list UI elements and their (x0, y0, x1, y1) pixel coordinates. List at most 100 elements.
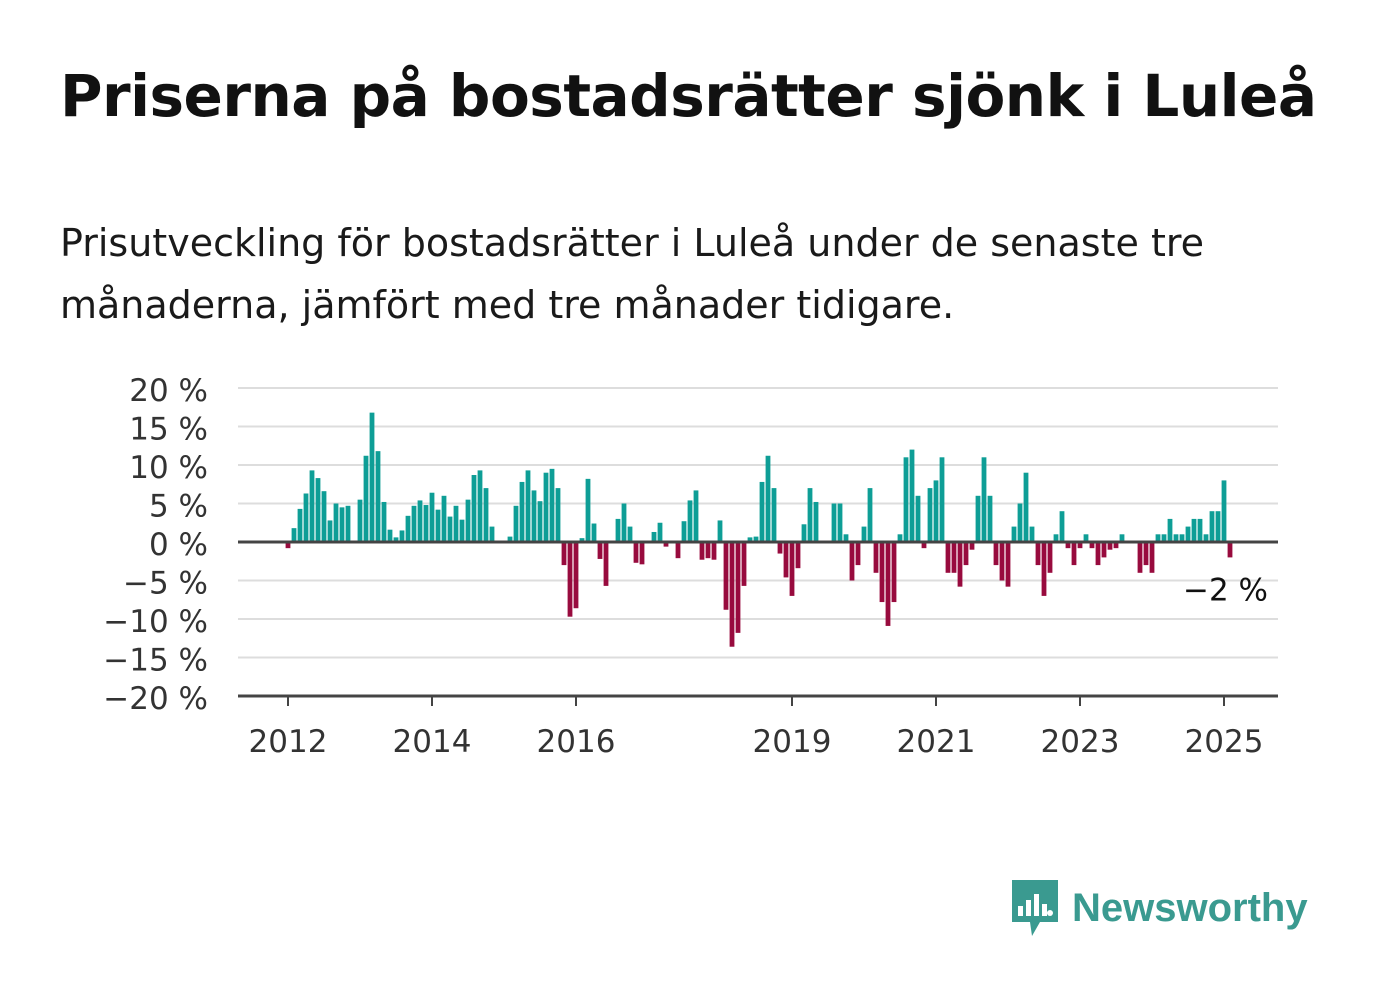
data-bar (831, 503, 837, 542)
data-bar (957, 542, 963, 587)
data-bar (1191, 518, 1197, 542)
data-bar (1083, 534, 1089, 542)
data-bar (525, 470, 531, 542)
data-bar (603, 542, 609, 586)
data-bar (573, 542, 579, 609)
data-bar (783, 542, 789, 578)
data-bar (585, 478, 591, 542)
data-bar (951, 542, 957, 573)
data-bar (369, 412, 375, 542)
x-tick-label: 2019 (753, 724, 832, 760)
data-bar (1035, 542, 1041, 566)
data-bar (1221, 480, 1227, 542)
data-bar (711, 542, 717, 560)
data-bar (507, 536, 513, 542)
data-bar (939, 457, 945, 542)
data-bar (897, 534, 903, 542)
data-bar (675, 542, 681, 559)
y-tick-label: 10 % (129, 450, 208, 486)
data-bar (441, 495, 447, 542)
data-bar (801, 524, 807, 542)
data-bar (1185, 526, 1191, 542)
data-bar (453, 505, 459, 542)
data-bar (1071, 542, 1077, 566)
data-bar (597, 542, 603, 559)
data-bar (687, 500, 693, 542)
data-bar (345, 505, 351, 542)
x-tick-label: 2012 (249, 724, 328, 760)
data-bar (531, 490, 537, 542)
data-bar (1065, 542, 1071, 549)
data-bar (1101, 542, 1107, 558)
data-bar (717, 520, 723, 542)
data-bar (333, 503, 339, 542)
data-bar (915, 495, 921, 542)
data-bar (1149, 542, 1155, 573)
data-bar (1059, 511, 1065, 542)
data-bar (1155, 534, 1161, 542)
data-bar (411, 505, 417, 542)
data-bar (285, 542, 291, 549)
brand[interactable]: Newsworthy (1010, 878, 1308, 938)
data-bar (1029, 526, 1035, 542)
data-bar (1227, 542, 1233, 558)
last-value-label: −2 % (1183, 572, 1268, 608)
data-bar (1113, 542, 1119, 549)
data-bar (1209, 511, 1215, 542)
data-bar (729, 542, 735, 647)
data-bar (363, 455, 369, 542)
data-bar (1017, 503, 1023, 542)
data-bar (465, 499, 471, 542)
data-bar (861, 526, 867, 542)
data-bar (471, 475, 477, 542)
data-bar (579, 538, 585, 542)
x-tick-label: 2025 (1185, 724, 1264, 760)
data-bar (1137, 542, 1143, 573)
data-bar (903, 457, 909, 542)
data-bar (651, 531, 657, 542)
data-bar (843, 534, 849, 542)
data-bar (513, 505, 519, 542)
data-bar (339, 507, 345, 542)
data-bar (387, 529, 393, 542)
data-bar (681, 521, 687, 542)
data-bar (1173, 534, 1179, 542)
brand-name: Newsworthy (1072, 885, 1308, 930)
data-bar (1023, 472, 1029, 542)
data-bar (543, 472, 549, 542)
data-bar (663, 542, 669, 547)
data-bar (723, 542, 729, 610)
data-bar (705, 542, 711, 559)
data-bar (753, 536, 759, 542)
data-bar (591, 523, 597, 542)
data-bar (813, 501, 819, 542)
data-bar (927, 488, 933, 542)
data-bar (375, 451, 381, 542)
data-bar (393, 537, 399, 542)
data-bar (855, 542, 861, 566)
data-bar (987, 495, 993, 542)
y-tick-label: 0 % (149, 527, 208, 563)
data-bar (447, 516, 453, 542)
data-bar (1143, 542, 1149, 566)
y-tick-label: −10 % (103, 604, 208, 640)
data-bar (795, 542, 801, 569)
data-bar (1089, 542, 1095, 549)
data-bar (975, 495, 981, 542)
data-bar (1107, 542, 1113, 550)
data-bar (867, 488, 873, 542)
data-bar (1161, 534, 1167, 542)
data-bar (885, 542, 891, 626)
data-bar (735, 542, 741, 633)
data-bar (423, 505, 429, 542)
data-bar (549, 468, 555, 542)
data-bar (555, 488, 561, 542)
data-bar (303, 493, 309, 542)
y-tick-label: −5 % (123, 566, 208, 602)
data-bar (297, 508, 303, 542)
data-bar (477, 470, 483, 542)
data-bar (891, 542, 897, 603)
data-bar (615, 518, 621, 542)
data-bar (483, 488, 489, 542)
data-bar (759, 481, 765, 542)
